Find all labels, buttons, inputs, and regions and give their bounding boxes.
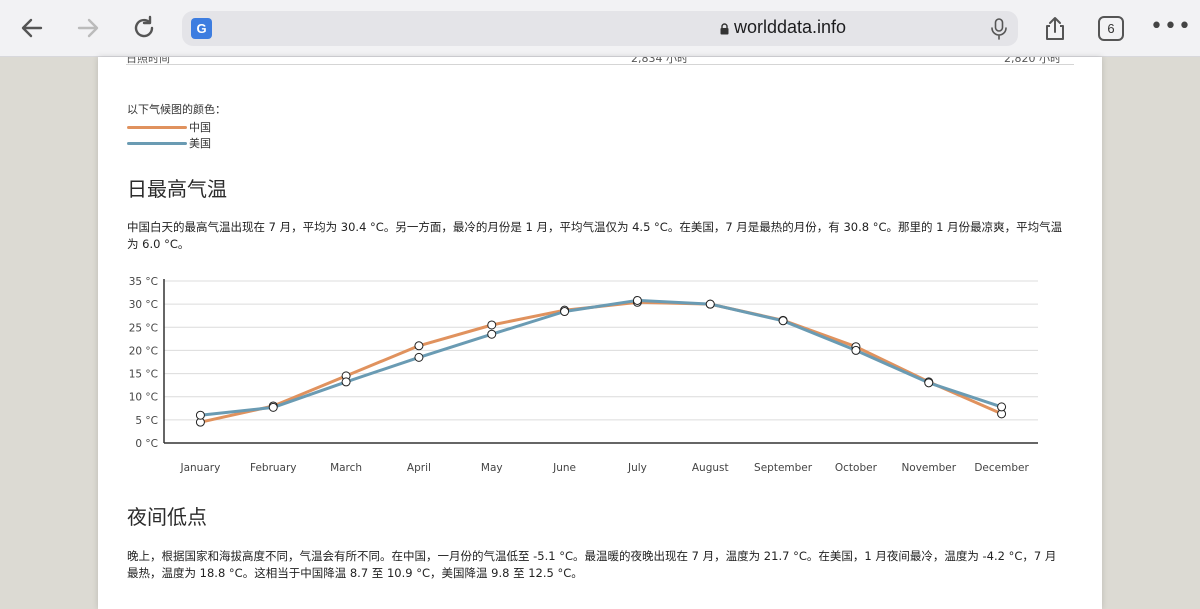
share-button[interactable] (1037, 10, 1073, 46)
sunshine-row-label: 日照时间 (126, 57, 170, 65)
x-tick-label: August (692, 462, 729, 474)
high-temp-text: 中国白天的最高气温出现在 7 月，平均为 30.4 °C。另一方面，最冷的月份是… (127, 220, 1063, 251)
legend-label-usa: 美国 (189, 137, 211, 150)
back-button[interactable] (14, 10, 50, 46)
y-tick-label: 25 °C (129, 322, 158, 334)
arrow-right-icon (77, 18, 99, 38)
share-icon (1046, 17, 1064, 40)
browser-toolbar: G worlddata.info 6 ••• (0, 0, 1200, 57)
x-tick-label: January (180, 462, 221, 474)
legend-item-usa: 美国 (127, 135, 226, 151)
legend-label-china: 中国 (189, 121, 211, 134)
data-point-usa (560, 307, 570, 317)
data-point-usa (487, 329, 497, 339)
x-tick-label: February (250, 462, 297, 474)
x-tick-label: November (901, 462, 956, 474)
x-tick-label: June (552, 462, 576, 474)
color-legend: 以下气候图的颜色： 中国 美国 (127, 101, 226, 151)
legend-swatch-usa (127, 141, 187, 145)
tab-count: 6 (1107, 21, 1115, 36)
x-tick-label: May (481, 462, 503, 474)
reload-icon (134, 15, 154, 38)
data-point-usa (997, 402, 1007, 412)
data-point-usa (851, 345, 861, 355)
lock-icon (720, 23, 729, 35)
page-content: 日照时间 2,834 小时 2,820 小时 以下气候图的颜色： 中国 美国 日… (98, 57, 1102, 609)
tabs-button[interactable]: 6 (1098, 16, 1124, 41)
y-tick-label: 10 °C (129, 392, 158, 404)
y-tick-label: 35 °C (129, 276, 158, 288)
x-tick-label: April (407, 462, 431, 474)
arrow-left-icon (21, 18, 43, 38)
data-point-china (414, 341, 424, 351)
data-point-usa (632, 295, 642, 305)
data-point-usa (924, 378, 934, 388)
data-point-usa (195, 410, 205, 420)
data-point-usa (778, 316, 788, 326)
y-tick-label: 15 °C (129, 369, 158, 381)
url-text[interactable]: worlddata.info (734, 17, 847, 37)
forward-button[interactable] (70, 10, 106, 46)
microphone-icon[interactable] (989, 18, 1009, 40)
translate-icon[interactable]: G (191, 18, 212, 39)
high-temp-heading: 日最高气温 (127, 177, 227, 201)
more-options-icon[interactable]: ••• (1150, 14, 1192, 39)
reload-button[interactable] (126, 10, 162, 46)
legend-swatch-china (127, 125, 187, 129)
low-temp-text: 晚上，根据国家和海拔高度不同，气温会有所不同。在中国，一月份的气温低至 -5.1… (127, 549, 1057, 580)
data-point-china (487, 320, 497, 330)
legend-title: 以下气候图的颜色： (127, 103, 226, 116)
y-tick-label: 20 °C (129, 345, 158, 357)
x-tick-label: March (330, 462, 362, 474)
x-tick-label: September (754, 462, 813, 474)
y-tick-label: 0 °C (135, 438, 158, 450)
data-point-usa (414, 352, 424, 362)
high-temp-chart: 0 °C 5 °C 10 °C 15 °C 20 °C 25 °C 30 °C 35 °C Ja… (129, 276, 1038, 474)
legend-item-china: 中国 (127, 119, 226, 135)
sunshine-row-china: 2,834 小时 (631, 57, 688, 65)
data-point-usa (341, 377, 351, 387)
address-bar[interactable]: G worlddata.info (182, 11, 1018, 46)
x-tick-label: October (835, 462, 878, 474)
x-tick-label: July (627, 462, 647, 474)
series-line-usa (200, 298, 1003, 417)
data-point-usa (705, 299, 715, 309)
translate-icon-label: G (196, 21, 207, 36)
y-tick-label: 30 °C (129, 299, 158, 311)
x-tick-label: December (974, 462, 1029, 474)
sunshine-row: 日照时间 2,834 小时 2,820 小时 (126, 57, 1074, 65)
y-tick-label: 5 °C (135, 415, 158, 427)
low-temp-heading: 夜间低点 (127, 505, 207, 529)
sunshine-row-usa: 2,820 小时 (1004, 57, 1061, 65)
data-point-usa (268, 402, 278, 412)
